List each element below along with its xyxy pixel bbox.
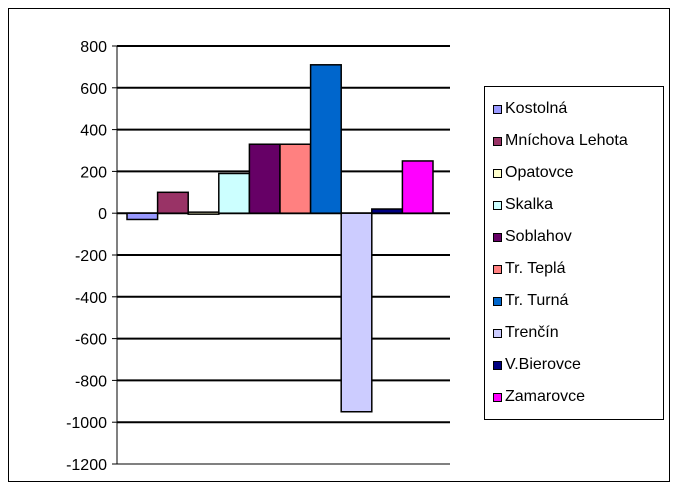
bar-5 — [248, 143, 281, 214]
legend-label: Opatovce — [505, 164, 574, 181]
y-tick-label: -1000 — [66, 415, 107, 432]
y-tick-label: -1200 — [66, 457, 107, 474]
y-tick-label: 200 — [80, 164, 107, 181]
y-tick-label: 800 — [80, 39, 107, 56]
y-tick-label: -800 — [75, 373, 107, 390]
bar-7 — [309, 64, 342, 214]
bar-9 — [371, 208, 404, 214]
legend-item: Tr. Teplá — [493, 259, 565, 279]
chart-legend: Kostolná Mníchova Lehota Opatovce Skalka Sob… — [484, 86, 664, 420]
y-tick-label: -200 — [75, 248, 107, 265]
legend-item: Opatovce — [493, 163, 573, 183]
bar-10 — [401, 160, 434, 214]
bar-8 — [340, 212, 373, 413]
legend-swatch — [493, 168, 502, 178]
legend-swatch — [493, 296, 502, 306]
y-tick-label: -600 — [75, 332, 107, 349]
legend-label: Mníchova Lehota — [505, 132, 628, 149]
legend-item: Kostolná — [493, 99, 567, 119]
legend-item: Tr. Turná — [493, 291, 568, 311]
bar-2 — [156, 191, 189, 214]
legend-item: Mníchova Lehota — [493, 131, 628, 151]
legend-label: Zamarovce — [505, 388, 586, 405]
legend-label: Skalka — [505, 196, 554, 213]
legend-swatch — [493, 392, 502, 402]
y-tick-label: 0 — [98, 206, 107, 223]
legend-item: Trenčín — [493, 323, 559, 343]
legend-label: Trenčín — [505, 324, 559, 341]
legend-item: V.Bierovce — [493, 355, 581, 375]
legend-label: Tr. Turná — [505, 292, 569, 309]
legend-label: Tr. Teplá — [505, 260, 566, 277]
bar-3 — [187, 211, 220, 215]
bar-1 — [126, 212, 159, 221]
bar-6 — [279, 143, 312, 214]
legend-swatch — [493, 200, 502, 210]
legend-item: Skalka — [493, 195, 553, 215]
legend-swatch — [493, 104, 502, 114]
legend-swatch — [493, 360, 502, 370]
legend-swatch — [493, 232, 502, 242]
legend-label: Soblahov — [505, 228, 572, 245]
legend-swatch — [493, 264, 502, 274]
y-tick-label: 400 — [80, 123, 107, 140]
legend-label: V.Bierovce — [505, 356, 581, 373]
legend-item: Zamarovce — [493, 387, 585, 407]
bar-4 — [218, 172, 251, 214]
legend-label: Kostolná — [505, 100, 568, 117]
legend-swatch — [493, 136, 502, 146]
legend-swatch — [493, 328, 502, 338]
y-tick-label: 600 — [80, 81, 107, 98]
y-tick-label: -400 — [75, 290, 107, 307]
legend-item: Soblahov — [493, 227, 572, 247]
